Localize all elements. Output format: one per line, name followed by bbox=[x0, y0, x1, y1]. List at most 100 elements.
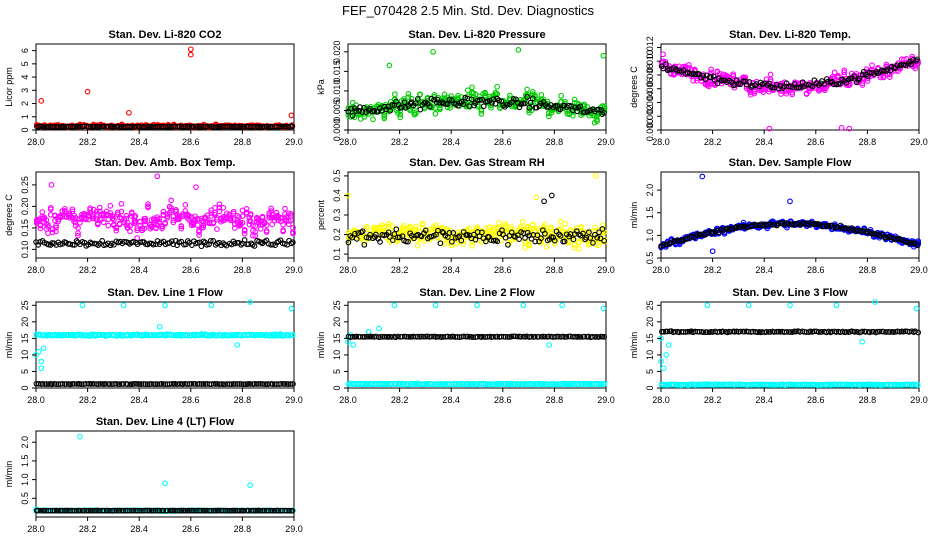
y-tick-label: 0.1 bbox=[332, 248, 342, 261]
data-point bbox=[524, 91, 530, 98]
data-point-outlier bbox=[48, 182, 55, 188]
data-point bbox=[182, 202, 189, 208]
y-tick-label: 2.0 bbox=[645, 184, 655, 197]
data-point-outlier bbox=[745, 302, 752, 309]
data-point bbox=[524, 86, 530, 93]
x-tick-label: 29.0 bbox=[285, 395, 303, 405]
data-point bbox=[401, 99, 408, 106]
x-tick-label: 29.0 bbox=[285, 137, 303, 147]
y-tick-label: 0 bbox=[332, 385, 342, 390]
y-axis-label: Licor ppm bbox=[4, 67, 14, 107]
data-point bbox=[527, 99, 534, 106]
data-point-outlier bbox=[38, 98, 45, 104]
data-point-outlier bbox=[386, 62, 393, 69]
plot-frame bbox=[660, 171, 920, 259]
data-point-outlier bbox=[660, 365, 667, 372]
data-point bbox=[405, 91, 412, 97]
x-tick-label: 28.0 bbox=[339, 265, 357, 275]
data-point bbox=[408, 95, 415, 102]
series-yellow bbox=[345, 173, 608, 252]
data-point-outlier bbox=[474, 302, 480, 309]
data-point bbox=[381, 115, 388, 122]
data-point bbox=[353, 108, 359, 114]
y-tick-label: 2 bbox=[20, 101, 30, 106]
x-tick-label: 28.2 bbox=[79, 137, 97, 147]
data-point-outlier bbox=[156, 323, 163, 330]
x-tick-label: 28.0 bbox=[339, 395, 357, 405]
y-tick-label: 0.020 bbox=[332, 41, 342, 64]
y-tick-label: 1.0 bbox=[645, 229, 655, 242]
data-point-outlier bbox=[208, 302, 215, 309]
panel-title: Stan. Dev. Gas Stream RH bbox=[409, 157, 545, 169]
series-cyan bbox=[345, 302, 608, 388]
series-black bbox=[33, 380, 296, 388]
data-point bbox=[168, 197, 175, 204]
series-black bbox=[345, 94, 607, 119]
data-point bbox=[767, 71, 774, 78]
y-tick-label: 1 bbox=[20, 114, 30, 119]
data-point bbox=[391, 91, 398, 98]
data-point bbox=[276, 123, 283, 130]
x-tick-label: 28.6 bbox=[182, 265, 200, 275]
data-point bbox=[496, 219, 503, 226]
data-point bbox=[412, 100, 419, 107]
x-tick-label: 28.8 bbox=[234, 395, 252, 405]
data-point bbox=[480, 103, 487, 110]
data-point-outlier bbox=[833, 302, 840, 309]
data-point bbox=[433, 99, 440, 106]
data-point bbox=[127, 228, 133, 235]
y-tick-label: 0.2 bbox=[332, 228, 342, 241]
y-tick-label: 0 bbox=[20, 127, 30, 132]
x-tick-label: 28.8 bbox=[234, 265, 252, 275]
series-green bbox=[345, 47, 608, 126]
data-point bbox=[468, 96, 475, 103]
data-point bbox=[152, 123, 159, 130]
x-tick-label: 28.4 bbox=[442, 137, 460, 147]
data-point bbox=[417, 91, 423, 98]
data-point-outlier bbox=[600, 305, 607, 312]
data-point bbox=[178, 124, 185, 130]
y-tick-label: 25 bbox=[20, 300, 30, 310]
panel-title: Stan. Dev. Line 1 Flow bbox=[107, 287, 223, 299]
x-tick-label: 28.4 bbox=[130, 395, 148, 405]
data-point bbox=[504, 102, 510, 108]
panel-title: Stan. Dev. Li-820 Pressure bbox=[408, 29, 545, 41]
y-tick-label: 0.5 bbox=[645, 252, 655, 265]
data-point bbox=[214, 226, 220, 232]
data-point-outlier bbox=[234, 342, 241, 348]
data-point-outlier bbox=[126, 109, 132, 116]
y-axis-label: ml/min bbox=[629, 202, 639, 229]
data-point bbox=[478, 108, 485, 114]
data-point bbox=[522, 245, 528, 251]
y-tick-label: 5 bbox=[332, 369, 342, 374]
y-axis-label: ml/min bbox=[316, 332, 326, 359]
plot-frame bbox=[35, 43, 295, 131]
data-point bbox=[198, 243, 205, 250]
y-tick-label: 0.3 bbox=[332, 209, 342, 222]
data-point bbox=[444, 101, 451, 107]
series-black bbox=[659, 328, 922, 336]
data-point bbox=[111, 123, 117, 130]
data-point bbox=[348, 105, 354, 112]
x-tick-label: 28.2 bbox=[704, 395, 722, 405]
data-point-outlier bbox=[38, 365, 45, 372]
data-point bbox=[543, 244, 550, 250]
data-point bbox=[349, 112, 356, 119]
data-point bbox=[263, 123, 270, 130]
data-point bbox=[521, 100, 528, 107]
data-point bbox=[469, 84, 475, 91]
data-point bbox=[519, 218, 526, 225]
data-point bbox=[413, 110, 419, 117]
x-tick-label: 28.2 bbox=[704, 265, 722, 275]
data-point bbox=[109, 123, 115, 130]
data-point-outlier bbox=[787, 198, 793, 205]
data-point-outlier bbox=[288, 305, 295, 312]
data-point bbox=[289, 123, 296, 130]
y-tick-label: 6 bbox=[20, 48, 30, 53]
chart-panel-4: Stan. Dev. Amb. Box Temp.degrees C28.0 28… bbox=[4, 157, 303, 275]
figure-title: FEF_070428 2.5 Min. Std. Dev. Diagnostic… bbox=[342, 3, 594, 18]
data-point bbox=[869, 62, 875, 68]
